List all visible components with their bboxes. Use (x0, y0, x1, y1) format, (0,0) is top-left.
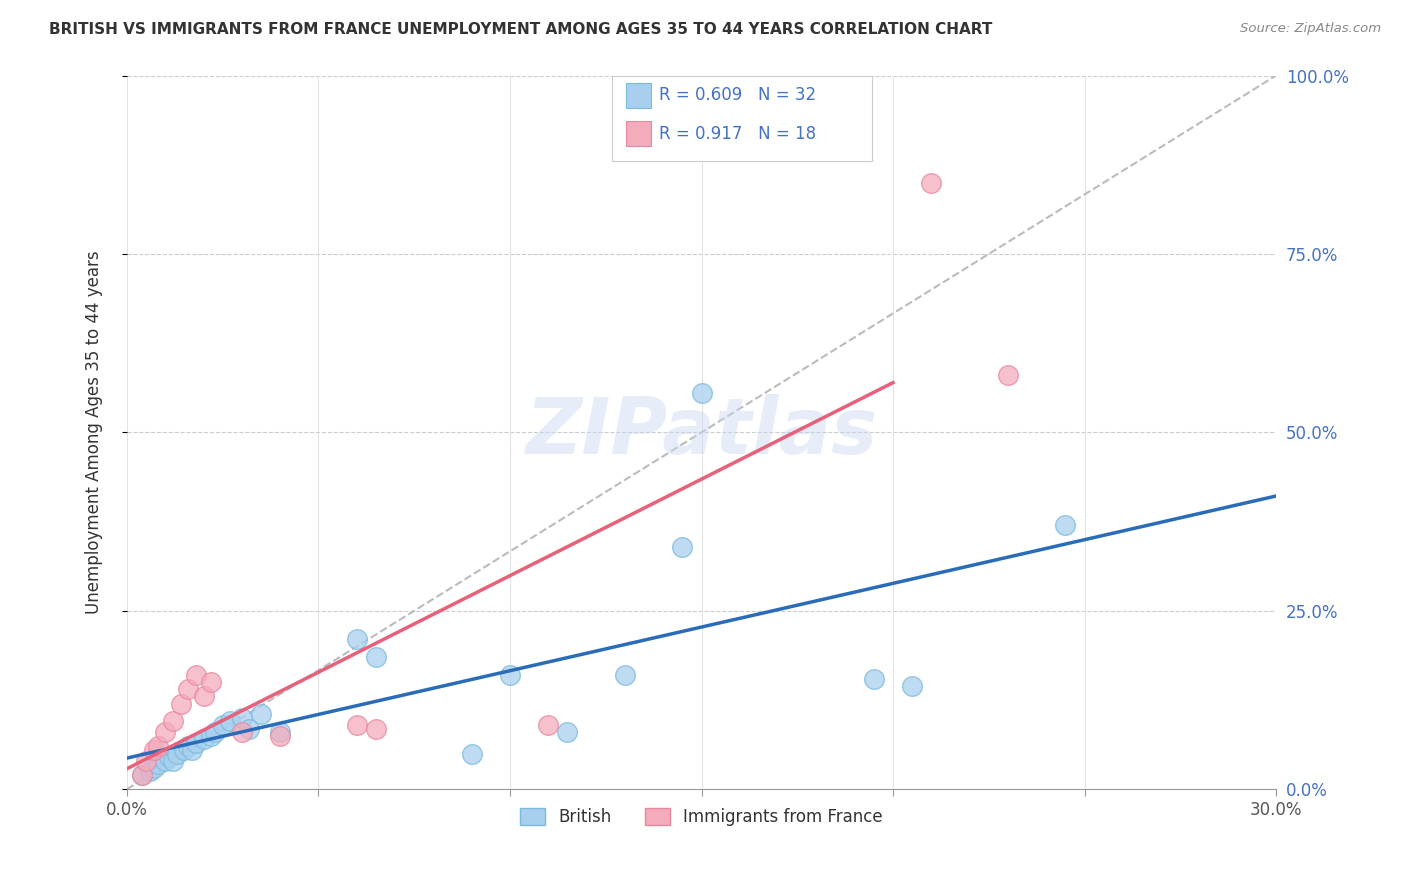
Point (269, 729, 291, 743)
Point (139, 764, 162, 779)
Point (460, 747, 482, 761)
Point (364, 650, 387, 665)
Point (346, 718, 368, 732)
Point (146, 739, 169, 754)
Point (157, 750, 180, 764)
Text: R = 0.609   N = 32: R = 0.609 N = 32 (659, 87, 817, 104)
Point (155, 725, 177, 739)
Point (690, 386, 713, 401)
Point (219, 714, 242, 729)
Point (155, 754, 177, 768)
Point (142, 761, 165, 775)
Point (142, 743, 165, 757)
Point (181, 743, 204, 757)
Text: ZIPatlas: ZIPatlas (526, 394, 877, 470)
Point (200, 675, 222, 690)
Point (997, 368, 1019, 383)
Point (1054, 518, 1077, 533)
Point (173, 743, 195, 757)
Point (231, 725, 253, 739)
Point (184, 668, 207, 682)
Point (250, 707, 273, 722)
Point (135, 754, 157, 768)
Point (499, 668, 522, 682)
Point (177, 682, 200, 697)
Point (169, 697, 191, 711)
Point (166, 747, 188, 761)
Point (193, 690, 215, 704)
Y-axis label: Unemployment Among Ages 35 to 44 years: Unemployment Among Ages 35 to 44 years (86, 251, 103, 615)
Point (204, 725, 226, 739)
Point (211, 718, 233, 732)
Text: R = 0.917   N = 18: R = 0.917 N = 18 (659, 125, 817, 143)
Point (346, 632, 368, 647)
Text: Source: ZipAtlas.com: Source: ZipAtlas.com (1240, 22, 1381, 36)
Point (131, 768, 153, 782)
Point (162, 754, 184, 768)
Point (162, 714, 184, 729)
Point (238, 722, 260, 736)
Point (193, 732, 215, 747)
Point (364, 722, 387, 736)
Point (131, 768, 153, 782)
Legend: British, Immigrants from France: British, Immigrants from France (512, 799, 891, 834)
Point (613, 668, 636, 682)
Point (901, 679, 924, 693)
Point (146, 757, 169, 772)
Point (671, 540, 693, 554)
Point (920, 176, 942, 190)
Text: BRITISH VS IMMIGRANTS FROM FRANCE UNEMPLOYMENT AMONG AGES 35 TO 44 YEARS CORRELA: BRITISH VS IMMIGRANTS FROM FRANCE UNEMPL… (49, 22, 993, 37)
Point (537, 718, 560, 732)
Point (200, 729, 222, 743)
Point (863, 672, 886, 686)
Point (231, 711, 253, 725)
Point (177, 739, 200, 754)
Point (184, 736, 207, 750)
Point (269, 725, 291, 739)
Point (557, 725, 579, 739)
